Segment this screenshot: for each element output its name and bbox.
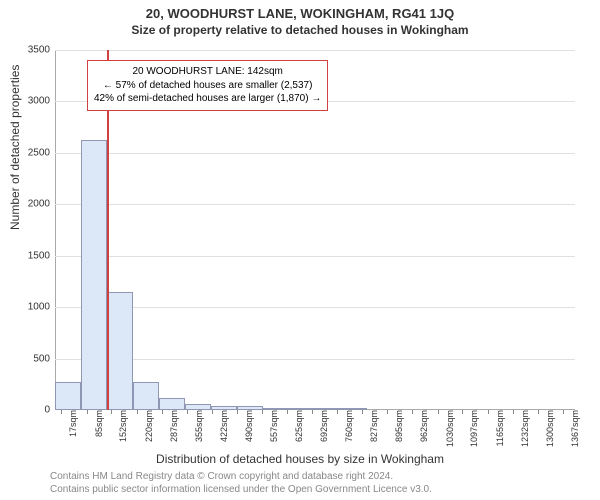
y-axis-line	[55, 50, 56, 410]
x-tick-label: 557sqm	[265, 410, 279, 442]
x-tick-label: 625sqm	[290, 410, 304, 442]
gridline	[55, 153, 575, 154]
histogram-bar	[185, 404, 211, 410]
histogram-bar	[289, 408, 315, 410]
info-box: 20 WOODHURST LANE: 142sqm← 57% of detach…	[87, 60, 328, 111]
chart-title-sub: Size of property relative to detached ho…	[0, 21, 600, 37]
gridline	[55, 256, 575, 257]
histogram-bar	[133, 382, 159, 410]
x-tick-mark	[337, 410, 338, 414]
x-tick-label: 1367sqm	[566, 410, 580, 447]
x-tick-mark	[438, 410, 439, 414]
x-tick-label: 1030sqm	[441, 410, 455, 447]
x-tick-mark	[412, 410, 413, 414]
footer-attribution: Contains HM Land Registry data © Crown c…	[50, 471, 432, 496]
x-tick-mark	[162, 410, 163, 414]
x-tick-mark	[387, 410, 388, 414]
x-tick-mark	[262, 410, 263, 414]
x-tick-mark	[111, 410, 112, 414]
x-tick-label: 355sqm	[190, 410, 204, 442]
y-tick-label: 0	[44, 405, 55, 416]
x-tick-label: 1232sqm	[516, 410, 530, 447]
x-tick-mark	[362, 410, 363, 414]
histogram-bar	[211, 406, 237, 410]
gridline	[55, 359, 575, 360]
x-tick-mark	[513, 410, 514, 414]
footer-line-2: Contains public sector information licen…	[50, 484, 432, 497]
x-axis-label: Distribution of detached houses by size …	[0, 452, 600, 466]
footer-line-1: Contains HM Land Registry data © Crown c…	[50, 471, 432, 484]
histogram-bar	[159, 398, 185, 410]
info-box-line-2: ← 57% of detached houses are smaller (2,…	[94, 79, 321, 93]
x-tick-label: 287sqm	[165, 410, 179, 442]
plot-area: 050010001500200025003000350017sqm85sqm15…	[55, 50, 575, 410]
y-tick-label: 3500	[28, 45, 55, 56]
x-tick-mark	[187, 410, 188, 414]
x-tick-label: 1165sqm	[491, 410, 505, 446]
x-tick-label: 827sqm	[365, 410, 379, 442]
x-tick-label: 220sqm	[140, 410, 154, 442]
x-tick-mark	[287, 410, 288, 414]
info-box-line-1: 20 WOODHURST LANE: 142sqm	[94, 65, 321, 79]
x-tick-label: 490sqm	[240, 410, 254, 442]
histogram-bar	[237, 406, 263, 410]
info-box-line-3: 42% of semi-detached houses are larger (…	[94, 92, 321, 106]
gridline	[55, 204, 575, 205]
y-tick-label: 2000	[28, 199, 55, 210]
x-tick-mark	[212, 410, 213, 414]
y-tick-label: 1000	[28, 302, 55, 313]
chart-title-main: 20, WOODHURST LANE, WOKINGHAM, RG41 1JQ	[0, 0, 600, 21]
histogram-bar	[315, 408, 341, 410]
histogram-bar	[341, 408, 367, 410]
histogram-bar	[81, 140, 107, 411]
chart-container: 20, WOODHURST LANE, WOKINGHAM, RG41 1JQ …	[0, 0, 600, 500]
histogram-bar	[55, 382, 81, 410]
x-tick-mark	[87, 410, 88, 414]
histogram-bar	[107, 292, 133, 410]
x-tick-label: 152sqm	[114, 410, 128, 442]
x-tick-mark	[462, 410, 463, 414]
x-tick-label: 85sqm	[90, 410, 104, 437]
x-tick-mark	[61, 410, 62, 414]
x-tick-mark	[538, 410, 539, 414]
x-tick-label: 1097sqm	[465, 410, 479, 447]
x-tick-label: 422sqm	[215, 410, 229, 442]
histogram-bar	[263, 408, 289, 410]
gridline	[55, 307, 575, 308]
x-tick-mark	[488, 410, 489, 414]
x-tick-mark	[312, 410, 313, 414]
x-tick-mark	[137, 410, 138, 414]
y-axis-label: Number of detached properties	[8, 65, 22, 230]
y-tick-label: 1500	[28, 250, 55, 261]
gridline	[55, 50, 575, 51]
x-tick-label: 692sqm	[315, 410, 329, 442]
x-tick-mark	[563, 410, 564, 414]
x-tick-label: 17sqm	[64, 410, 78, 437]
x-tick-label: 895sqm	[390, 410, 404, 442]
y-tick-label: 3000	[28, 96, 55, 107]
x-tick-label: 760sqm	[340, 410, 354, 442]
x-tick-label: 962sqm	[415, 410, 429, 442]
x-tick-label: 1300sqm	[541, 410, 555, 447]
y-tick-label: 500	[33, 353, 55, 364]
y-tick-label: 2500	[28, 147, 55, 158]
x-tick-mark	[237, 410, 238, 414]
